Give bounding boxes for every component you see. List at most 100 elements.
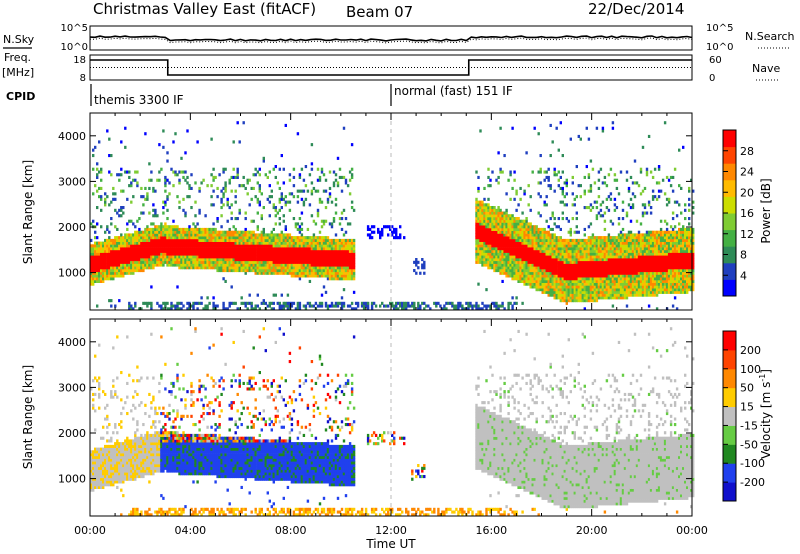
- heatmap-cell: [493, 301, 496, 305]
- heatmap-cell: [623, 271, 627, 275]
- heatmap-cell: [112, 197, 115, 201]
- heatmap-cell: [348, 266, 352, 270]
- heatmap-cell: [399, 301, 402, 305]
- heatmap-cell: [395, 227, 398, 231]
- heatmap-cell: [555, 271, 558, 275]
- heatmap-cell: [262, 233, 265, 237]
- heatmap-cell: [142, 263, 145, 267]
- heatmap-cell: [194, 241, 197, 245]
- heatmap-cell: [136, 252, 139, 256]
- heatmap-cell: [334, 269, 338, 273]
- heatmap-cell: [581, 241, 584, 245]
- heatmap-cell: [575, 165, 578, 169]
- heatmap-cell: [180, 233, 183, 237]
- heatmap-cell: [561, 279, 564, 283]
- heatmap-cell: [308, 271, 312, 275]
- heatmap-cell: [234, 189, 237, 193]
- heatmap-cell: [122, 189, 125, 193]
- heatmap-cell: [112, 247, 115, 251]
- heatmap-cell: [298, 304, 302, 308]
- heatmap-cell: [258, 260, 261, 264]
- heatmap-cell: [90, 271, 93, 275]
- heatmap-cell: [543, 247, 546, 251]
- heatmap-cell: [98, 252, 101, 256]
- heatmap-cell: [364, 304, 368, 308]
- heatmap-cell: [597, 170, 601, 174]
- heatmap-cell: [144, 263, 147, 267]
- heatmap-cell: [202, 260, 205, 264]
- heatmap-cell: [288, 252, 292, 256]
- heatmap-cell: [579, 288, 582, 292]
- heatmap-cell: [304, 271, 308, 275]
- heatmap-cell: [607, 290, 611, 294]
- heatmap-cell: [150, 260, 153, 264]
- heatmap-cell: [112, 269, 115, 273]
- heatmap-cell: [334, 258, 338, 262]
- heatmap-cell: [545, 249, 548, 253]
- heatmap-cell: [180, 244, 183, 248]
- heatmap-cell: [370, 301, 374, 305]
- heatmap-cell: [617, 217, 621, 221]
- heatmap-cell: [503, 252, 506, 256]
- heatmap-cell: [194, 252, 197, 256]
- heatmap-cell: [583, 238, 586, 242]
- heatmap-cell: [280, 197, 283, 201]
- heatmap-cell: [603, 290, 607, 294]
- heatmap-cell: [567, 285, 570, 289]
- heatmap-cell: [515, 236, 518, 240]
- heatmap-cell: [563, 266, 566, 270]
- heatmap-cell: [154, 208, 157, 212]
- heatmap-cell: [288, 247, 292, 251]
- heatmap-cell: [252, 260, 255, 264]
- heatmap-cell: [102, 241, 105, 245]
- heatmap-cell: [180, 263, 183, 267]
- heatmap-cell: [503, 230, 506, 234]
- heatmap-cell: [589, 266, 593, 270]
- heatmap-cell: [338, 277, 342, 281]
- heatmap-cell: [471, 304, 474, 308]
- heatmap-cell: [533, 260, 536, 264]
- heatmap-cell: [326, 260, 330, 264]
- heatmap-cell: [296, 227, 300, 231]
- heatmap-cell: [320, 274, 324, 278]
- heatmap-cell: [629, 293, 633, 297]
- heatmap-cell: [607, 260, 611, 264]
- heatmap-cell: [348, 238, 352, 242]
- heatmap-cell: [140, 269, 143, 273]
- heatmap-cell: [152, 249, 155, 253]
- heatmap-cell: [519, 269, 522, 273]
- heatmap-cell: [521, 249, 524, 253]
- heatmap-cell: [587, 238, 591, 242]
- heatmap-cell: [497, 258, 500, 262]
- heatmap-cell: [138, 260, 141, 264]
- heatmap-cell: [366, 307, 370, 311]
- heatmap-cell: [567, 219, 570, 223]
- heatmap-cell: [555, 288, 558, 292]
- heatmap-cell: [92, 271, 95, 275]
- heatmap-cell: [553, 285, 556, 289]
- heatmap-cell: [288, 269, 292, 273]
- heatmap-cell: [214, 249, 217, 253]
- heatmap-cell: [140, 236, 143, 240]
- heatmap-cell: [597, 249, 601, 253]
- heatmap-cell: [222, 301, 225, 305]
- heatmap-cell: [150, 266, 153, 270]
- heatmap-cell: [112, 277, 115, 281]
- heatmap-cell: [276, 258, 279, 262]
- heatmap-cell: [579, 290, 582, 294]
- heatmap-cell: [517, 279, 520, 283]
- heatmap-cell: [599, 252, 603, 256]
- heatmap-cell: [322, 244, 326, 248]
- heatmap-cell: [350, 269, 354, 273]
- heatmap-cell: [260, 255, 263, 259]
- heatmap-cell: [599, 241, 603, 245]
- heatmap-cell: [164, 189, 167, 193]
- heatmap-cell: [529, 282, 532, 286]
- heatmap-cell: [539, 258, 542, 262]
- heatmap-cell: [116, 266, 119, 270]
- heatmap-cell: [316, 208, 320, 212]
- heatmap-cell: [350, 173, 354, 177]
- heatmap-cell: [272, 293, 275, 297]
- heatmap-cell: [110, 200, 113, 204]
- heatmap-cell: [619, 296, 623, 300]
